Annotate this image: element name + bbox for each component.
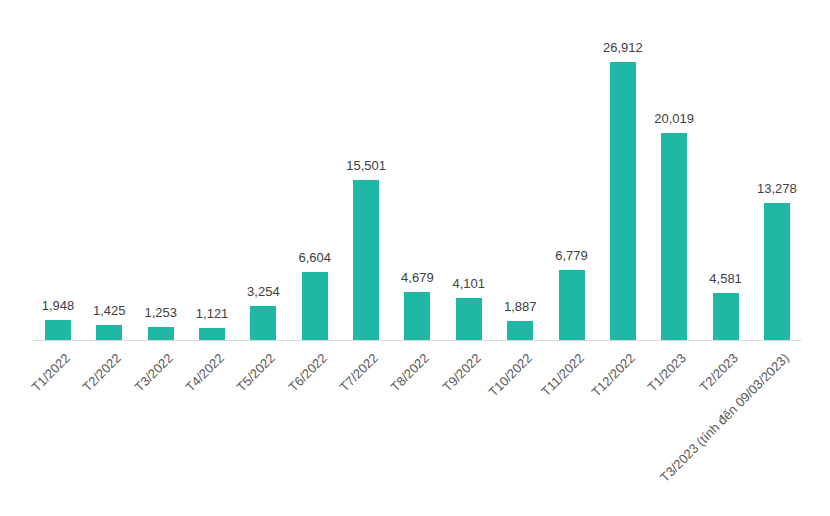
bar-T12/2022 [610, 62, 636, 340]
bar-T5/2022 [250, 306, 276, 340]
bar-value-label: 20,019 [629, 111, 719, 126]
bar-T2/2022 [96, 325, 122, 340]
bar-T1/2022 [45, 320, 71, 340]
bar-value-label: 15,501 [321, 158, 411, 173]
bar-value-label: 4,581 [681, 271, 771, 286]
bar-value-label: 6,604 [270, 250, 360, 265]
bar-T2/2023 [713, 293, 739, 340]
bar-T8/2022 [404, 292, 430, 340]
bar-value-label: 6,779 [527, 248, 617, 263]
bar-T7/2022 [353, 180, 379, 340]
bar-T11/2022 [559, 270, 585, 340]
bar-value-label: 4,101 [424, 276, 514, 291]
bar-T3/2023 [764, 203, 790, 340]
bar-value-label: 1,887 [475, 299, 565, 314]
bar-value-label: 26,912 [578, 40, 668, 55]
bar-value-label: 13,278 [732, 181, 822, 196]
bar-T1/2023 [661, 133, 687, 340]
x-tick-label: T2/2022 [0, 351, 124, 516]
bar-T3/2022 [148, 327, 174, 340]
bar-value-label: 3,254 [218, 284, 308, 299]
bar-value-label: 1,121 [167, 306, 257, 321]
bar-T6/2022 [302, 272, 328, 340]
monthly-bar-chart: 1,9481,4251,2531,1213,2546,60415,5014,67… [0, 0, 830, 516]
x-axis-line [33, 340, 801, 341]
bar-T4/2022 [199, 328, 225, 340]
bar-T10/2022 [507, 321, 533, 340]
